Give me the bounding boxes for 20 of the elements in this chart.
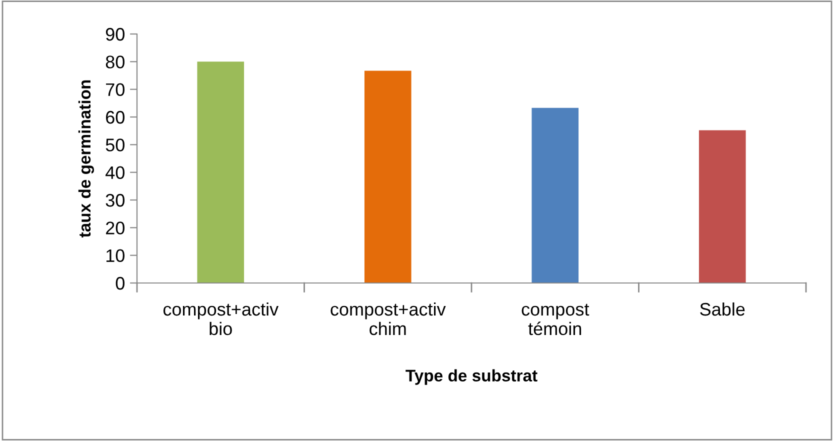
bar [364, 70, 412, 283]
y-tick-label: 50 [106, 138, 124, 152]
y-tick-label: 30 [106, 194, 124, 207]
y-tick-label: 10 [106, 249, 124, 262]
bar [698, 130, 746, 283]
x-tick-label: Sable [700, 302, 745, 316]
x-tick-label: compost témoin [522, 304, 590, 336]
y-tick-label: 60 [106, 110, 124, 124]
y-tick-label: 90 [106, 28, 124, 41]
x-tick-label: compost+activ chim [330, 302, 446, 336]
y-tick-label: 70 [106, 83, 124, 96]
x-tick-label: compost+activ bio [163, 302, 279, 336]
y-tick-label: 80 [106, 56, 124, 68]
y-tick-label: 40 [106, 166, 124, 180]
y-tick-label: 0 [116, 276, 124, 290]
y-axis-title: taux de germination [78, 80, 94, 238]
bar [532, 108, 579, 283]
y-tick-label: 20 [106, 222, 124, 234]
x-axis-title: Type de substrat [406, 369, 538, 385]
bar [197, 62, 244, 283]
